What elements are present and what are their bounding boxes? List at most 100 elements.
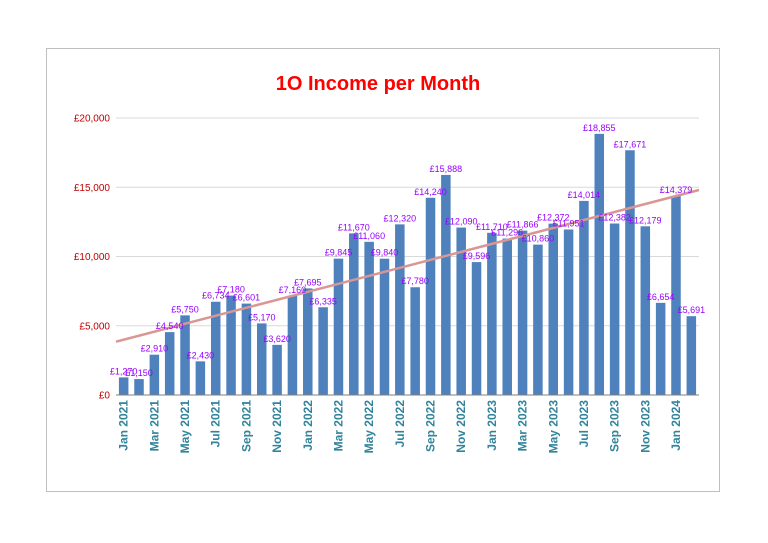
bar [548,223,559,395]
bar [210,301,221,395]
bars [118,133,697,395]
data-label: £7,780 [401,276,429,286]
data-label: £12,090 [445,217,478,227]
x-tick-label: May 2023 [546,400,560,454]
bar [303,288,313,395]
x-tick-label: Jul 2023 [577,400,591,448]
x-tick-label: Jul 2021 [209,400,223,448]
data-label: £7,695 [294,277,322,287]
bar [517,230,528,395]
data-label: £7,160 [279,285,307,295]
income-chart: 1O Income per Month £0 £5,000 £10,000 £15,0… [74,73,705,454]
data-label: £10,860 [522,234,555,244]
bar [149,354,160,395]
data-label: £12,382 [598,213,631,223]
data-label: £11,670 [338,222,370,232]
bar [502,238,512,395]
bar [410,287,420,395]
bar [379,258,390,395]
bar [272,344,282,395]
x-tick-label: Sep 2023 [608,400,622,452]
data-label: £11,866 [507,220,539,230]
bar [164,332,175,395]
data-label: £5,691 [678,305,706,315]
data-label: £12,320 [384,213,417,223]
data-label: £6,335 [309,296,337,306]
data-label: £6,654 [647,292,675,302]
bar [563,229,574,395]
bar [609,223,620,395]
y-tick-label: £15,000 [74,183,111,194]
data-label: £5,170 [248,312,276,322]
bar [241,303,252,395]
trendline-layer [115,188,700,343]
x-tick-label: Sep 2021 [239,400,253,452]
bar [594,133,605,395]
data-label: £18,855 [583,123,616,133]
bar [180,315,190,395]
data-label: £9,840 [371,248,399,258]
x-tick-label: Jan 2022 [301,400,315,451]
data-label: £7,180 [217,285,245,295]
trendline [115,188,700,343]
data-label: £17,671 [614,139,647,149]
data-label: £2,430 [187,350,215,360]
data-label: £3,620 [263,334,291,344]
x-tick-label: Jan 2023 [485,400,499,451]
data-label: £14,379 [660,185,693,195]
data-labels: £1,270£1,150 £2,910 £4,540 £5,750 £2,430 £6,7… [110,123,705,378]
data-label: £1,150 [125,368,153,378]
bar [579,200,589,395]
bar [395,224,405,395]
x-tick-label: Mar 2022 [331,400,345,452]
bar [134,379,144,395]
bar [671,195,681,395]
bar [318,307,328,395]
bar [195,361,206,395]
y-tick-label: £10,000 [74,252,111,263]
bar [640,226,651,395]
x-tick-label: May 2021 [178,400,192,454]
y-axis-ticks: £0 £5,000 £10,000 £15,000 £20,000 [74,114,111,402]
x-tick-label: Mar 2021 [147,400,161,452]
bar [655,302,666,395]
bar [425,197,436,395]
y-tick-label: £20,000 [74,114,111,125]
data-label: £11,060 [353,231,385,241]
x-tick-label: May 2022 [362,400,376,454]
bar [471,262,482,395]
data-label: £15,888 [430,164,463,174]
data-label: £6,734 [202,291,230,301]
data-label: £11,710 [476,222,508,232]
data-label: £9,845 [325,248,353,258]
data-label: £6,601 [233,293,261,303]
bar [364,241,374,395]
data-label: £14,240 [414,187,447,197]
x-tick-label: Jul 2022 [393,400,407,448]
data-label: £4,540 [156,321,184,331]
data-label: £11,951 [553,218,585,228]
data-label: £9,596 [463,251,491,261]
data-label: £5,750 [171,304,199,314]
x-tick-label: Nov 2022 [454,400,468,453]
x-tick-label: Nov 2023 [638,400,652,453]
chart-title: 1O Income per Month [276,73,480,95]
chart-frame: 1O Income per Month £0 £5,000 £10,000 £15,0… [46,48,720,492]
bar [226,295,236,395]
data-label: £11,296 [491,228,523,238]
data-label: £14,014 [568,190,601,200]
bar [686,316,697,395]
data-label: £1,270 [110,366,138,376]
x-tick-label: Nov 2021 [270,400,284,453]
data-label: £12,179 [629,215,662,225]
x-tick-label: Mar 2023 [516,400,530,452]
data-label: £12,372 [537,213,570,223]
x-axis-ticks: Jan 2021 Mar 2021 May 2021 Jul 2021 Sep 2021… [117,400,683,454]
bar [487,232,497,395]
y-tick-label: £5,000 [79,321,110,332]
bar [287,295,298,395]
x-tick-label: Jan 2021 [117,400,131,451]
bar [533,244,543,395]
bar [256,323,267,395]
x-tick-label: Sep 2022 [424,400,438,452]
